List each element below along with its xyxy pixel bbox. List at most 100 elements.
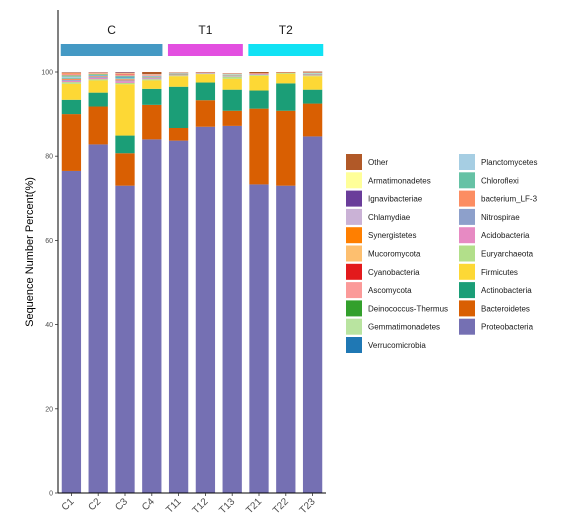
bar-segment-C1-Acidobacteria — [61, 80, 82, 83]
legend-swatch — [459, 318, 475, 335]
group-strip-T2 — [248, 44, 324, 56]
legend-swatch — [346, 245, 362, 262]
legend-item-Armatimonadetes: Armatimonadetes — [346, 172, 431, 189]
group-label-T1: T1 — [198, 23, 212, 37]
legend-label: Acidobacteria — [481, 231, 530, 240]
legend-swatch — [346, 318, 362, 335]
legend-item-Mucoromycota: Mucoromycota — [346, 245, 421, 262]
legend-item-Euryarchaeota: Euryarchaeota — [459, 245, 534, 262]
bar-segment-C4-Other — [142, 72, 162, 75]
legend-label: Verrucomicrobia — [368, 341, 426, 350]
bar-segment-C4-Firmicutes — [142, 80, 162, 89]
legend-swatch — [346, 227, 362, 244]
y-tick-label: 100 — [41, 70, 53, 77]
bar-segment-T21-Proteobacteria — [249, 184, 269, 493]
legend-label: Other — [368, 158, 388, 167]
bar-stack-T21 — [249, 72, 269, 493]
legend-item-Verrucomicrobia: Verrucomicrobia — [346, 337, 426, 353]
bar-segment-T11-Firmicutes — [168, 76, 189, 87]
bar-segment-C4-Euryarchaeota — [142, 79, 162, 81]
bar-segment-C4-Proteobacteria — [142, 139, 162, 494]
bar-segment-C2-Actinobacteria — [88, 92, 108, 107]
legend-label: Armatimonadetes — [368, 176, 431, 185]
x-tick-label-C4: C4 — [140, 496, 157, 513]
x-tick-label-T13: T13 — [217, 496, 237, 516]
legend-label: Chlamydiae — [368, 213, 411, 222]
bar-segment-C1-Nitrospirae — [61, 80, 82, 81]
bar-segment-C3-Nitrospirae — [115, 80, 135, 82]
bar-segment-T23-Other — [302, 71, 323, 73]
bar-segment-C1-Firmicutes — [61, 83, 82, 100]
legend-swatch — [346, 208, 362, 225]
bar-segment-C3-Bacteroidetes — [115, 153, 135, 186]
bar-segment-C3-Proteobacteria — [115, 185, 135, 494]
bar-segment-T22-Actinobacteria — [276, 83, 296, 111]
y-tick-label: 60 — [45, 238, 53, 245]
group-label-T2: T2 — [279, 23, 293, 37]
bar-stack-T22 — [276, 72, 296, 494]
legend-label: bacterium_LF-3 — [481, 195, 538, 204]
legend-label: Mucoromycota — [368, 250, 421, 259]
bar-stack-T13 — [222, 73, 242, 493]
bar-segment-T11-Actinobacteria — [168, 86, 189, 128]
x-tick-label-C2: C2 — [86, 496, 103, 513]
bar-segment-C1-Proteobacteria — [61, 170, 82, 493]
legend-item-Ascomycota: Ascomycota — [346, 282, 412, 299]
bar-segment-T13-Bacteroidetes — [222, 110, 242, 126]
legend-label: Bacteroidetes — [481, 304, 530, 313]
bar-segment-T22-Proteobacteria — [276, 185, 296, 494]
y-tick-label: 20 — [45, 406, 53, 413]
bar-segment-T23-Firmicutes — [302, 76, 323, 90]
legend-item-Chloroflexi: Chloroflexi — [459, 172, 519, 189]
bar-stack-T12 — [195, 72, 216, 493]
bar-segment-C3-Actinobacteria — [115, 135, 135, 154]
legend-label: Nitrospirae — [481, 213, 520, 222]
legend-label: Actinobacteria — [481, 286, 532, 295]
bar-segment-T22-Bacteroidetes — [276, 110, 296, 186]
legend-swatch — [459, 154, 475, 170]
bar-segment-C3-Acidobacteria — [115, 81, 135, 83]
bar-segment-C4-Acidobacteria — [142, 78, 162, 80]
bar-segment-T21-Firmicutes — [249, 75, 269, 91]
bar-segment-T21-Other — [249, 72, 269, 74]
bar-segment-T23-Bacteroidetes — [302, 103, 323, 137]
legend-item-Actinobacteria: Actinobacteria — [459, 282, 532, 299]
x-tick-label-T23: T23 — [298, 496, 318, 516]
y-tick-label: 40 — [45, 322, 53, 329]
plot-area — [61, 71, 323, 494]
bar-segment-C2-bacterium_LF-3 — [88, 76, 108, 78]
legend-item-Gemmatimonadetes: Gemmatimonadetes — [346, 318, 440, 335]
legend-label: Ascomycota — [368, 286, 412, 295]
bar-segment-C2-Euryarchaeota — [88, 79, 108, 81]
group-strip-T1 — [167, 44, 243, 56]
bar-segment-C1-Euryarchaeota — [61, 82, 82, 84]
legend-item-Synergistetes: Synergistetes — [346, 227, 416, 244]
bar-segment-C3-Verrucomicrobia — [115, 76, 135, 78]
bar-segment-T13-Euryarchaeota — [222, 76, 242, 79]
bar-stack-C1 — [61, 72, 82, 493]
bar-segment-T23-Actinobacteria — [302, 89, 323, 104]
legend-label: Deinococcus-Thermus — [368, 304, 448, 313]
bar-segment-C3-Planctomycetes — [115, 77, 135, 79]
legend-label: Gemmatimonadetes — [368, 323, 440, 332]
legend-label: Ignavibacteriae — [368, 195, 423, 204]
y-tick-label: 0 — [49, 491, 53, 498]
legend-swatch — [459, 227, 475, 244]
bar-segment-C3-Firmicutes — [115, 84, 135, 136]
legend-swatch — [346, 154, 362, 170]
x-tick-label-T11: T11 — [164, 496, 184, 516]
bar-segment-C1-Ascomycota — [61, 74, 82, 76]
bar-stack-C2 — [88, 72, 108, 493]
x-tick-label-T22: T22 — [271, 496, 291, 516]
legend: Other Armatimonadetes Ignavibacteriae Chlam… — [346, 154, 538, 353]
bar-segment-T13-Proteobacteria — [222, 125, 242, 493]
legend-label: Proteobacteria — [481, 323, 534, 332]
legend-label: Planctomycetes — [481, 158, 537, 167]
group-strip-C — [60, 44, 163, 56]
bar-segment-T22-Firmicutes — [276, 73, 296, 84]
bar-segment-C2-Ascomycota — [88, 73, 108, 75]
bar-segment-C3-Ascomycota — [115, 74, 135, 76]
x-tick-label-C1: C1 — [60, 496, 77, 513]
bar-segment-C1-Bacteroidetes — [61, 114, 82, 171]
